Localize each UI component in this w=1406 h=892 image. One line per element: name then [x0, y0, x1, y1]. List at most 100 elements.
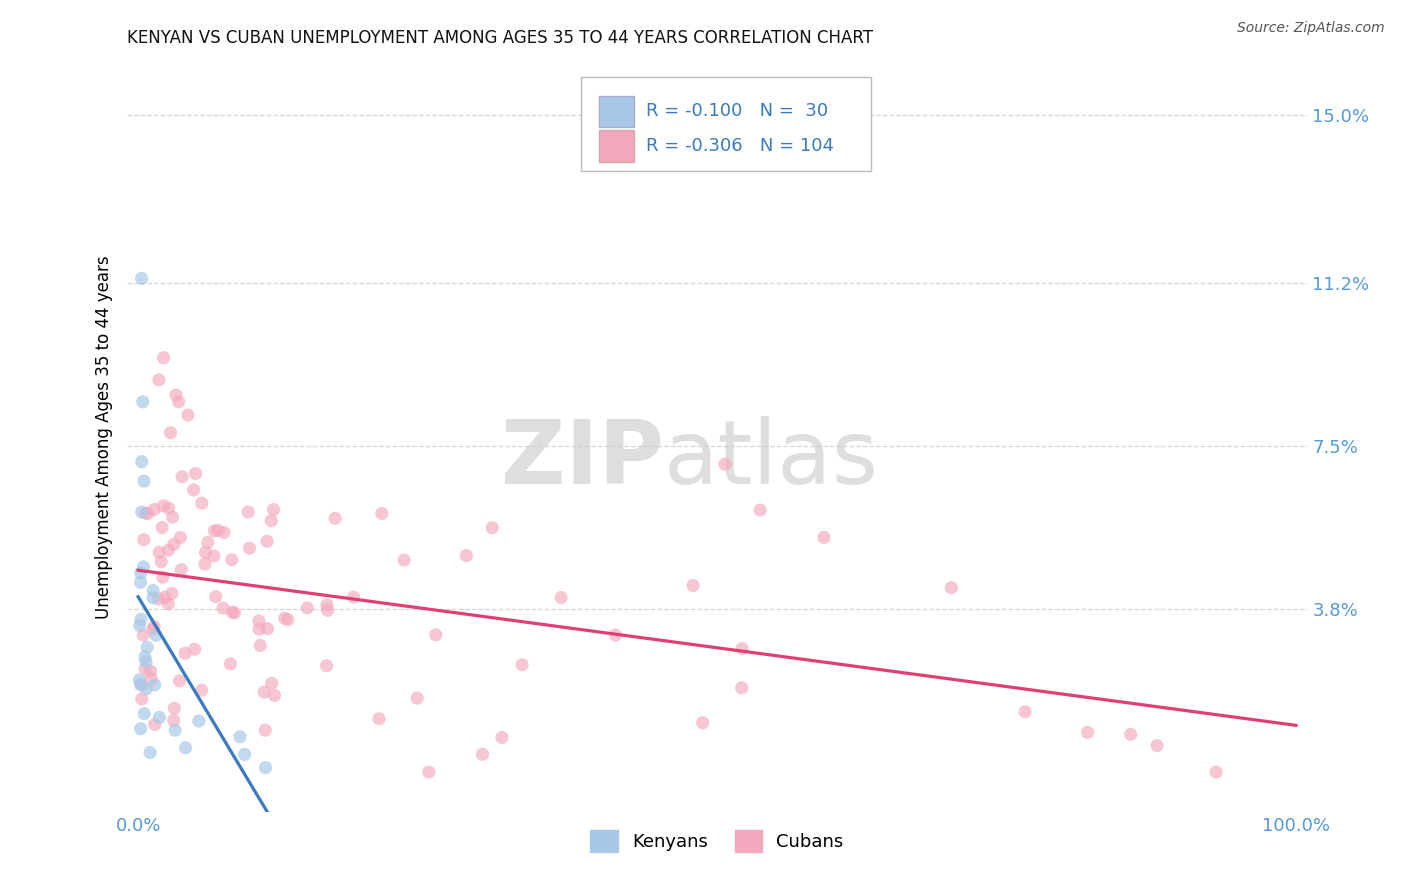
Point	[135, 506, 157, 520]
Bar	[599, 96, 634, 128]
Point	[135, 681, 157, 696]
Point	[142, 591, 165, 605]
Point	[605, 628, 627, 642]
Point	[129, 612, 152, 626]
Point	[132, 628, 155, 642]
Point	[134, 650, 156, 665]
Point	[163, 701, 186, 715]
Point	[204, 590, 226, 604]
Point	[143, 678, 166, 692]
Point	[157, 501, 180, 516]
Point	[132, 394, 155, 409]
Point	[221, 605, 243, 619]
Point	[174, 646, 197, 660]
Point	[143, 717, 166, 731]
Point	[165, 388, 187, 402]
Point	[131, 505, 153, 519]
Point	[132, 474, 155, 488]
Point	[315, 658, 337, 673]
Point	[157, 543, 180, 558]
Point	[371, 507, 394, 521]
Point	[224, 606, 246, 620]
Point	[368, 712, 391, 726]
Text: Source: ZipAtlas.com: Source: ZipAtlas.com	[1237, 21, 1385, 35]
Point	[682, 578, 704, 592]
Point	[148, 545, 170, 559]
Point	[170, 563, 193, 577]
Point	[128, 673, 150, 687]
Point	[316, 598, 339, 612]
Point	[212, 601, 235, 615]
Point	[406, 691, 429, 706]
Point	[139, 664, 162, 678]
Point	[132, 533, 155, 547]
Point	[260, 676, 283, 690]
Point	[692, 715, 714, 730]
FancyBboxPatch shape	[581, 78, 870, 171]
Point	[247, 622, 270, 636]
Point	[1119, 727, 1142, 741]
Point	[183, 642, 205, 657]
Text: ZIP: ZIP	[501, 416, 664, 503]
Point	[157, 597, 180, 611]
Point	[238, 541, 260, 556]
Point	[134, 662, 156, 676]
Point	[425, 628, 447, 642]
Point	[163, 537, 186, 551]
Point	[183, 483, 205, 497]
Point	[150, 555, 173, 569]
Point	[194, 545, 217, 559]
Point	[254, 761, 277, 775]
Point	[202, 549, 225, 563]
Point	[343, 590, 366, 604]
Point	[221, 553, 243, 567]
Point	[142, 583, 165, 598]
Point	[197, 535, 219, 549]
Point	[165, 723, 187, 738]
Text: R = -0.306   N = 104: R = -0.306 N = 104	[647, 136, 834, 155]
Point	[141, 672, 163, 686]
Point	[731, 681, 754, 695]
Point	[256, 622, 278, 636]
Point	[813, 530, 835, 544]
Point	[1146, 739, 1168, 753]
Point	[150, 520, 173, 534]
Text: KENYAN VS CUBAN UNEMPLOYMENT AMONG AGES 35 TO 44 YEARS CORRELATION CHART: KENYAN VS CUBAN UNEMPLOYMENT AMONG AGES …	[127, 29, 873, 47]
Point	[316, 603, 339, 617]
Point	[136, 640, 159, 655]
Point	[152, 351, 174, 365]
Point	[184, 467, 207, 481]
Legend: Kenyans, Cubans: Kenyans, Cubans	[583, 822, 851, 859]
Point	[277, 613, 299, 627]
Point	[148, 591, 170, 606]
Point	[131, 455, 153, 469]
Point	[148, 373, 170, 387]
Point	[229, 730, 252, 744]
Point	[167, 394, 190, 409]
Point	[249, 639, 271, 653]
Point	[131, 271, 153, 285]
Point	[129, 575, 152, 590]
Point	[129, 566, 152, 580]
Point	[177, 408, 200, 422]
Point	[131, 678, 153, 692]
Point	[263, 689, 285, 703]
Point	[142, 622, 165, 636]
Point	[143, 619, 166, 633]
Point	[247, 614, 270, 628]
Point	[143, 502, 166, 516]
Point	[152, 499, 174, 513]
Point	[941, 581, 963, 595]
Text: R = -0.100   N =  30: R = -0.100 N = 30	[647, 103, 828, 120]
Point	[1077, 725, 1099, 739]
Point	[194, 557, 217, 571]
Point	[162, 510, 184, 524]
Point	[418, 765, 440, 780]
Point	[456, 549, 478, 563]
Point	[714, 457, 737, 471]
Point	[145, 628, 167, 642]
Point	[134, 706, 156, 721]
Point	[190, 683, 212, 698]
Point	[274, 611, 297, 625]
Point	[491, 731, 513, 745]
